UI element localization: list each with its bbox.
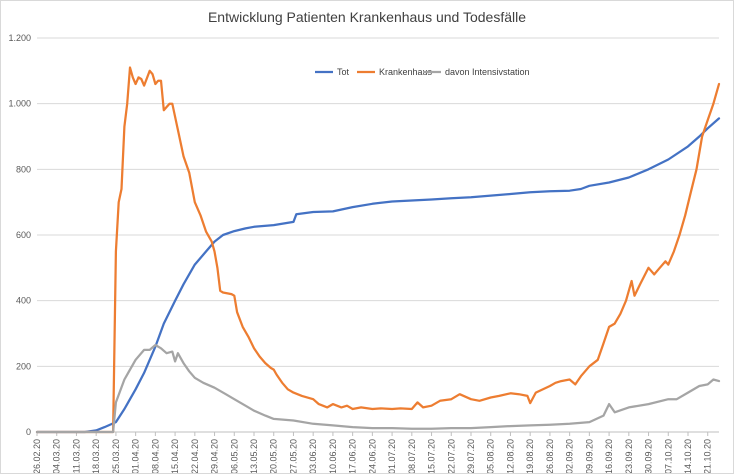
x-tick-label: 18.03.20 xyxy=(91,439,101,473)
x-tick-label: 10.06.20 xyxy=(328,439,338,473)
legend: Tot Krankenhaus davon Intensivstation xyxy=(315,67,530,77)
x-tick-label: 13.05.20 xyxy=(249,439,259,473)
y-axis: 0 200 400 600 800 1.000 1.200 xyxy=(8,33,31,437)
x-axis: 26.02.20 04.03.20 11.03.20 18.03.20 25.03.20… xyxy=(32,432,713,473)
x-tick-label: 26.08.20 xyxy=(545,439,555,473)
x-tick-label: 09.09.20 xyxy=(584,439,594,473)
x-tick-label: 03.06.20 xyxy=(308,439,318,473)
x-tick-label: 08.07.20 xyxy=(407,439,417,473)
series-line-2 xyxy=(35,343,721,434)
legend-label-0: Tot xyxy=(337,67,350,77)
x-tick-label: 22.04.20 xyxy=(190,439,200,473)
y-tick-label: 0 xyxy=(26,427,31,437)
x-tick-label: 14.10.20 xyxy=(683,439,693,473)
legend-label-2: davon Intensivstation xyxy=(445,67,530,77)
y-tick-label: 400 xyxy=(16,296,31,306)
y-tick-label: 600 xyxy=(16,230,31,240)
x-tick-label: 01.04.20 xyxy=(131,439,141,473)
x-tick-label: 16.09.20 xyxy=(604,439,614,473)
x-tick-label: 23.09.20 xyxy=(624,439,634,473)
gridlines xyxy=(37,37,719,433)
series-line-1 xyxy=(35,66,721,434)
x-tick-label: 27.05.20 xyxy=(288,439,298,473)
x-tick-label: 30.09.20 xyxy=(644,439,654,473)
x-tick-label: 21.10.20 xyxy=(703,439,713,473)
x-tick-label: 15.07.20 xyxy=(427,439,437,473)
y-tick-label: 1.200 xyxy=(8,33,31,43)
x-tick-label: 24.06.20 xyxy=(367,439,377,473)
series-line-0 xyxy=(35,117,721,434)
x-tick-label: 11.03.20 xyxy=(71,439,81,473)
y-tick-label: 200 xyxy=(16,361,31,371)
x-tick-label: 29.04.20 xyxy=(210,439,220,473)
x-tick-label: 12.08.20 xyxy=(505,439,515,473)
x-tick-label: 19.08.20 xyxy=(525,439,535,473)
x-tick-label: 25.03.20 xyxy=(111,439,121,473)
x-tick-label: 05.08.20 xyxy=(486,439,496,473)
series-lines xyxy=(35,66,721,434)
chart-title: Entwicklung Patienten Krankenhaus und To… xyxy=(208,9,526,25)
x-tick-label: 04.03.20 xyxy=(52,439,62,473)
y-tick-label: 1.000 xyxy=(8,99,31,109)
y-tick-label: 800 xyxy=(16,164,31,174)
x-tick-label: 20.05.20 xyxy=(269,439,279,473)
x-tick-label: 02.09.20 xyxy=(565,439,575,473)
x-tick-label: 15.04.20 xyxy=(170,439,180,473)
x-tick-label: 07.10.20 xyxy=(663,439,673,473)
x-tick-label: 08.04.20 xyxy=(150,439,160,473)
legend-label-1: Krankenhaus xyxy=(379,67,433,77)
x-tick-label: 29.07.20 xyxy=(466,439,476,473)
x-tick-label: 01.07.20 xyxy=(387,439,397,473)
x-tick-label: 22.07.20 xyxy=(446,439,456,473)
x-tick-label: 06.05.20 xyxy=(229,439,239,473)
x-tick-label: 17.06.20 xyxy=(348,439,358,473)
x-tick-label: 26.02.20 xyxy=(32,439,42,473)
